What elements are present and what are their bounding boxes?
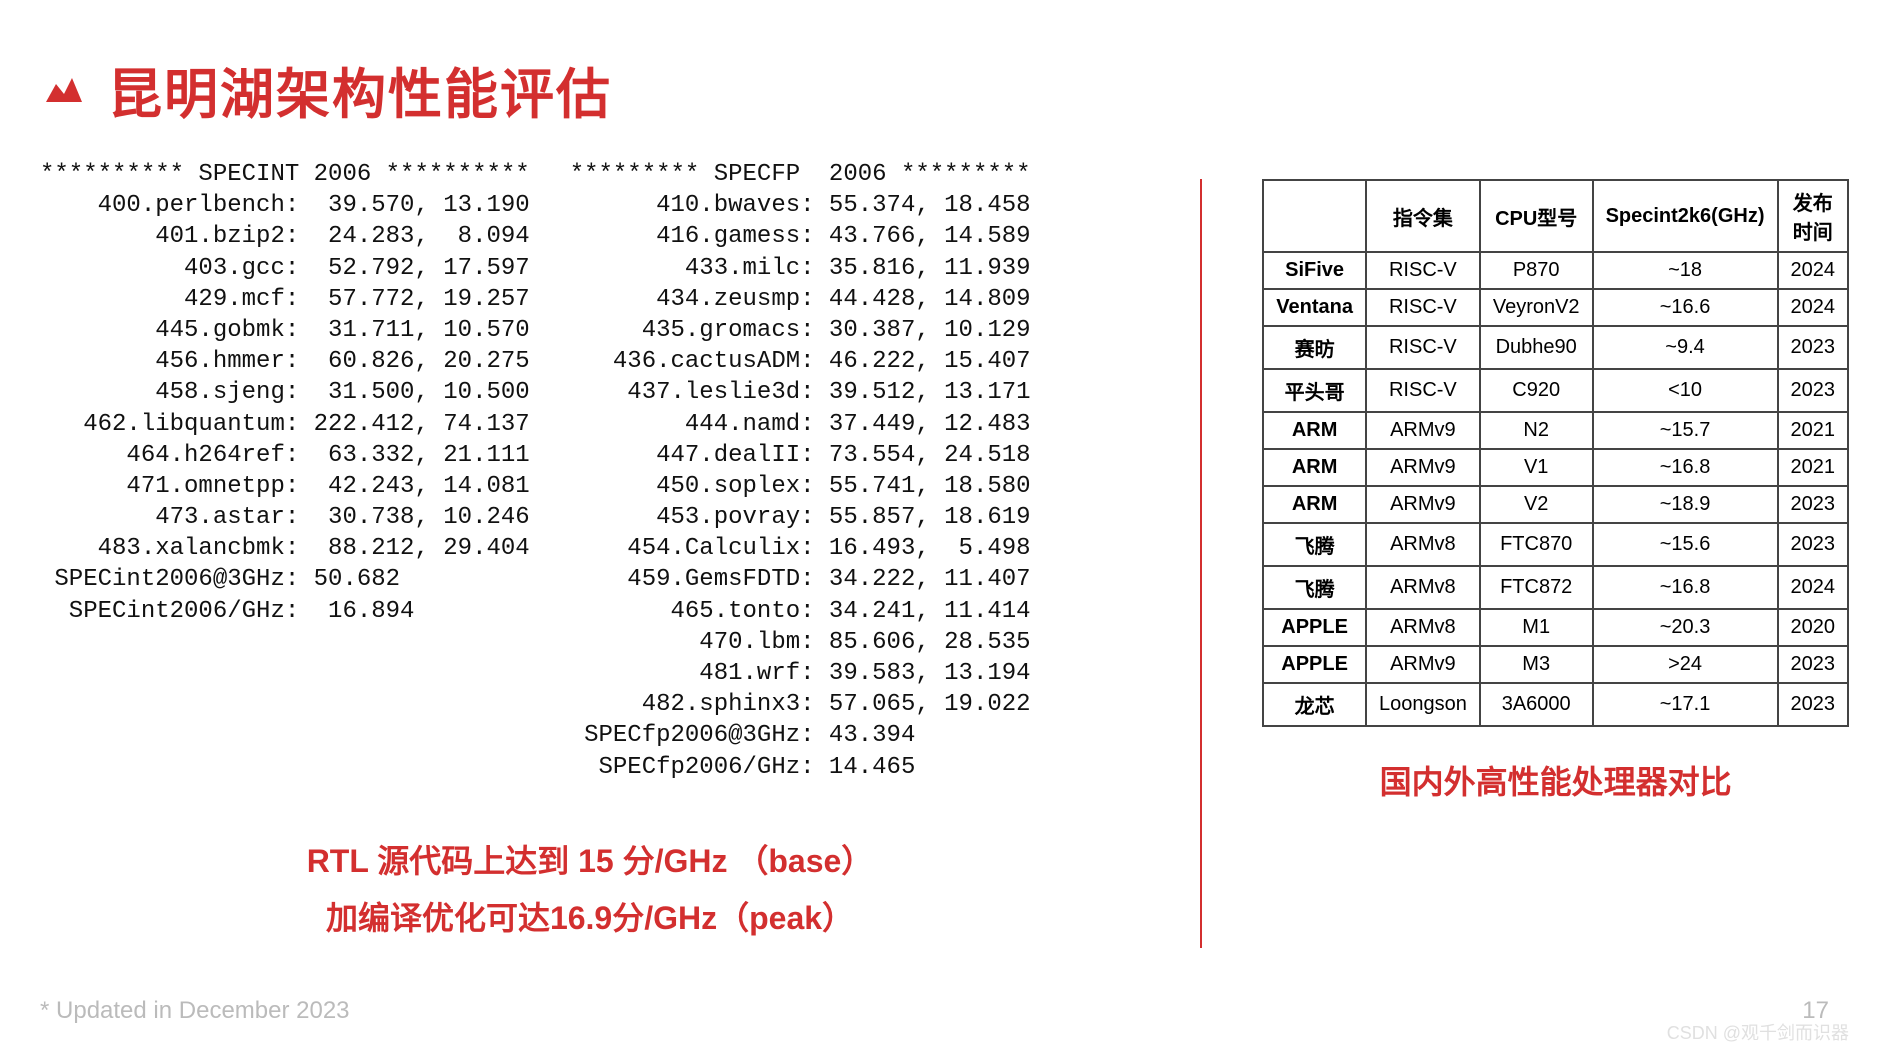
table-header xyxy=(1263,180,1366,252)
table-cell: ~16.8 xyxy=(1593,566,1778,609)
spec-columns: ********** SPECINT 2006 ********** 400.p… xyxy=(40,159,1140,783)
specint-block: ********** SPECINT 2006 ********** 400.p… xyxy=(40,159,530,783)
table-cell: RISC-V xyxy=(1366,369,1480,412)
table-cell: ~17.1 xyxy=(1593,683,1778,726)
table-cell: VeyronV2 xyxy=(1480,289,1593,326)
caption-line: RTL 源代码上达到 15 分/GHz （base） xyxy=(40,833,1140,891)
table-cell: APPLE xyxy=(1263,646,1366,683)
table-cell: 2021 xyxy=(1778,412,1849,449)
table-cell: M3 xyxy=(1480,646,1593,683)
table-cell: 2024 xyxy=(1778,289,1849,326)
table-cell: ~9.4 xyxy=(1593,326,1778,369)
table-cell: >24 xyxy=(1593,646,1778,683)
table-cell: ARMv9 xyxy=(1366,412,1480,449)
table-cell: P870 xyxy=(1480,252,1593,289)
table-cell: 2023 xyxy=(1778,369,1849,412)
table-cell: 2020 xyxy=(1778,609,1849,646)
table-cell: <10 xyxy=(1593,369,1778,412)
table-cell: 平头哥 xyxy=(1263,369,1366,412)
table-cell: 2023 xyxy=(1778,646,1849,683)
table-cell: ~18.9 xyxy=(1593,486,1778,523)
table-row: 飞腾ARMv8FTC870~15.62023 xyxy=(1263,523,1848,566)
table-cell: ARMv8 xyxy=(1366,523,1480,566)
table-cell: 龙芯 xyxy=(1263,683,1366,726)
table-cell: ~20.3 xyxy=(1593,609,1778,646)
table-cell: RISC-V xyxy=(1366,326,1480,369)
table-cell: V1 xyxy=(1480,449,1593,486)
page-title: 昆明湖架构性能评估 xyxy=(108,50,612,129)
table-row: SiFiveRISC-VP870~182024 xyxy=(1263,252,1848,289)
table-row: 赛昉RISC-VDubhe90~9.42023 xyxy=(1263,326,1848,369)
table-cell: APPLE xyxy=(1263,609,1366,646)
header: 昆明湖架构性能评估 xyxy=(40,50,1849,129)
table-cell: ~15.7 xyxy=(1593,412,1778,449)
table-header: 发布时间 xyxy=(1778,180,1849,252)
table-row: 龙芯Loongson3A6000~17.12023 xyxy=(1263,683,1848,726)
table-cell: ~15.6 xyxy=(1593,523,1778,566)
table-row: 飞腾ARMv8FTC872~16.82024 xyxy=(1263,566,1848,609)
table-cell: ~18 xyxy=(1593,252,1778,289)
table-cell: 2023 xyxy=(1778,326,1849,369)
table-cell: ARM xyxy=(1263,486,1366,523)
caption-line: 加编译优化可达16.9分/GHz（peak） xyxy=(40,890,1140,948)
main-content: ********** SPECINT 2006 ********** 400.p… xyxy=(40,159,1849,948)
table-cell: 2024 xyxy=(1778,252,1849,289)
table-cell: ~16.8 xyxy=(1593,449,1778,486)
cpu-comparison-table: 指令集CPU型号Specint2k6(GHz)发布时间SiFiveRISC-VP… xyxy=(1262,179,1849,727)
left-caption: RTL 源代码上达到 15 分/GHz （base） 加编译优化可达16.9分/… xyxy=(40,833,1140,948)
left-panel: ********** SPECINT 2006 ********** 400.p… xyxy=(40,159,1140,948)
table-cell: N2 xyxy=(1480,412,1593,449)
table-cell: 2023 xyxy=(1778,683,1849,726)
vertical-divider xyxy=(1200,179,1202,948)
table-cell: SiFive xyxy=(1263,252,1366,289)
table-header: 指令集 xyxy=(1366,180,1480,252)
table-cell: Ventana xyxy=(1263,289,1366,326)
table-cell: 2021 xyxy=(1778,449,1849,486)
table-cell: 2023 xyxy=(1778,523,1849,566)
table-cell: ARM xyxy=(1263,449,1366,486)
table-cell: C920 xyxy=(1480,369,1593,412)
specfp-block: ********* SPECFP 2006 ********* 410.bwav… xyxy=(570,159,1031,783)
table-header: Specint2k6(GHz) xyxy=(1593,180,1778,252)
table-cell: ARMv8 xyxy=(1366,609,1480,646)
footer-updated: * Updated in December 2023 xyxy=(40,997,350,1025)
table-cell: ARMv9 xyxy=(1366,486,1480,523)
table-cell: 2023 xyxy=(1778,486,1849,523)
table-cell: FTC870 xyxy=(1480,523,1593,566)
table-cell: RISC-V xyxy=(1366,252,1480,289)
table-cell: V2 xyxy=(1480,486,1593,523)
table-header: CPU型号 xyxy=(1480,180,1593,252)
table-row: VentanaRISC-VVeyronV2~16.62024 xyxy=(1263,289,1848,326)
table-cell: FTC872 xyxy=(1480,566,1593,609)
table-cell: 飞腾 xyxy=(1263,566,1366,609)
table-cell: ~16.6 xyxy=(1593,289,1778,326)
table-row: APPLEARMv8M1~20.32020 xyxy=(1263,609,1848,646)
table-cell: M1 xyxy=(1480,609,1593,646)
table-cell: ARM xyxy=(1263,412,1366,449)
table-row: ARMARMv9V1~16.82021 xyxy=(1263,449,1848,486)
table-row: ARMARMv9N2~15.72021 xyxy=(1263,412,1848,449)
right-panel: 指令集CPU型号Specint2k6(GHz)发布时间SiFiveRISC-VP… xyxy=(1262,159,1849,948)
table-cell: ARMv8 xyxy=(1366,566,1480,609)
table-row: 平头哥RISC-VC920<102023 xyxy=(1263,369,1848,412)
slide: 昆明湖架构性能评估 ********** SPECINT 2006 ******… xyxy=(0,0,1889,1055)
table-cell: RISC-V xyxy=(1366,289,1480,326)
table-row: ARMARMv9V2~18.92023 xyxy=(1263,486,1848,523)
table-cell: ARMv9 xyxy=(1366,646,1480,683)
table-cell: 赛昉 xyxy=(1263,326,1366,369)
right-caption: 国内外高性能处理器对比 xyxy=(1262,757,1849,803)
table-cell: 3A6000 xyxy=(1480,683,1593,726)
table-cell: Dubhe90 xyxy=(1480,326,1593,369)
watermark: CSDN @观千剑而识器 xyxy=(1667,1019,1849,1045)
table-cell: ARMv9 xyxy=(1366,449,1480,486)
table-cell: Loongson xyxy=(1366,683,1480,726)
table-cell: 飞腾 xyxy=(1263,523,1366,566)
table-cell: 2024 xyxy=(1778,566,1849,609)
mountain-icon xyxy=(40,66,88,114)
table-row: APPLEARMv9M3>242023 xyxy=(1263,646,1848,683)
